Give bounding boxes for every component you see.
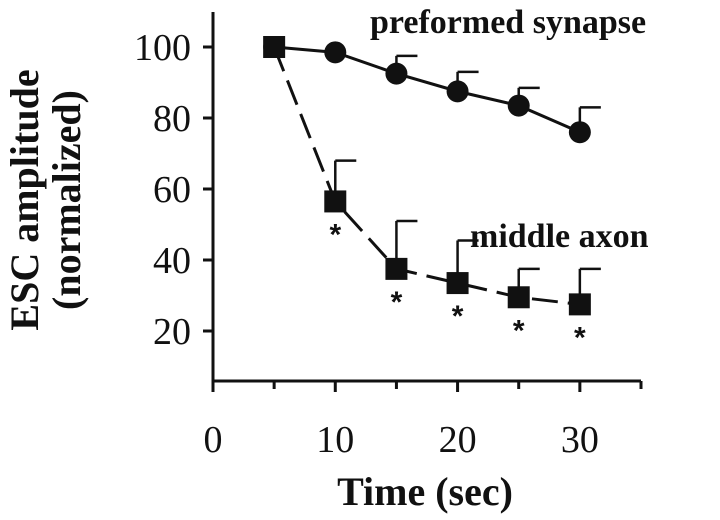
series-line-middle-axon [272,46,581,306]
series-line-preformed-synapse [274,45,581,134]
point-middle-axon-30 [568,293,591,316]
point-preformed-synapse-10 [324,41,347,64]
y-axis-title-line1: ESC amplitude [2,69,47,330]
axes [211,12,641,383]
point-middle-axon-25 [507,286,530,309]
point-preformed-synapse-25 [507,94,530,117]
significance-mark-25: * [513,314,525,347]
series-label-preformed-synapse: preformed synapse [370,4,646,41]
point-preformed-synapse-15 [385,62,408,85]
point-middle-axon-20 [446,272,469,295]
y-tick-label-20: 20 [153,311,191,353]
significance-mark-10: * [329,218,341,251]
series-middle-axon: * * * * * [263,36,601,354]
x-tick-label-20: 20 [439,419,477,461]
point-middle-axon-5 [263,36,286,58]
series-label-middle-axon: middle axon [470,218,649,255]
y-tick-label-60: 60 [153,169,191,211]
point-preformed-synapse-20 [446,80,469,103]
significance-mark-30: * [574,321,586,354]
series-layer: * * * * * [263,36,601,354]
series-preformed-synapse [263,36,601,144]
x-tick-label-30: 30 [561,419,599,461]
y-axis-title-line2: (normalized) [44,90,89,310]
y-tick-label-100: 100 [134,27,191,69]
point-middle-axon-10 [324,190,347,213]
significance-mark-20: * [452,300,464,333]
y-tick-label-40: 40 [153,240,191,282]
x-tick-label-0: 0 [204,419,223,461]
y-axis-title: ESC amplitude (normalized) [2,69,89,330]
x-tick-label-10: 10 [316,419,354,461]
y-tick-label-80: 80 [153,98,191,140]
significance-mark-15: * [391,286,403,319]
ticks: 20 40 60 80 100 0 10 20 30 [134,27,643,461]
point-preformed-synapse-30 [568,121,591,144]
point-middle-axon-15 [385,257,408,280]
x-axis-title: Time (sec) [337,469,513,514]
